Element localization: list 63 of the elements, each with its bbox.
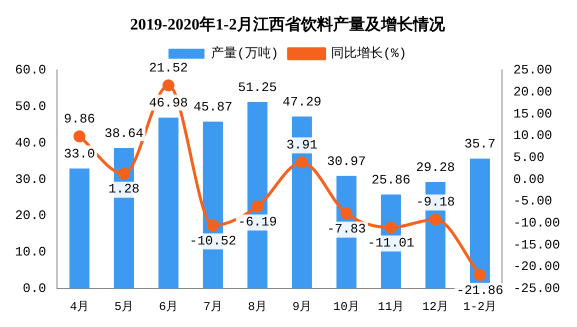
point (296, 156, 308, 168)
y2-tick-label: -15.00 (513, 237, 560, 252)
data-label: 21.52 (148, 60, 188, 76)
data-label: 35.7 (464, 136, 496, 152)
y-tick-label: 40.0 (14, 135, 46, 150)
data-label: 1.28 (108, 182, 140, 197)
y2-tick-label: 0.00 (513, 172, 544, 187)
chart-title: 2019-2020年1-2月江西省饮料产量及增长情况 (130, 16, 446, 34)
data-label: 33.0 (64, 146, 96, 162)
data-label: -7.83 (326, 222, 366, 237)
data-label: 30.97 (326, 154, 366, 169)
y2-tick-label: 15.00 (513, 106, 552, 122)
point (206, 219, 219, 232)
y2-tick-label: 5.00 (513, 150, 544, 165)
legend-label: 同比增长(%) (331, 46, 407, 62)
data-label: 47.29 (282, 94, 322, 110)
y2-tick-label: -25.00 (513, 281, 560, 296)
x-tick-label: 4月 (70, 300, 90, 314)
point (384, 221, 397, 234)
point (474, 268, 486, 281)
legend-label: 产量(万吨) (210, 46, 279, 62)
point (251, 200, 264, 212)
y-tick-label: 30.0 (14, 172, 46, 187)
x-tick-label: 11月 (378, 300, 404, 314)
y2-tick-label: -10.00 (513, 216, 560, 231)
x-tick-label: 7月 (203, 300, 223, 314)
data-label: 51.25 (238, 80, 277, 95)
bar (69, 168, 90, 289)
y2-tick-label: -5.00 (513, 194, 552, 209)
x-tick-label: 5月 (114, 300, 134, 314)
data-label: -9.18 (416, 194, 455, 210)
y-tick-label: 20.0 (14, 208, 46, 224)
x-tick-label: 8月 (248, 300, 268, 314)
y-tick-label: 0.0 (22, 281, 46, 296)
data-label: 25.86 (371, 172, 410, 188)
data-label: 29.28 (416, 160, 455, 175)
point (73, 130, 86, 142)
x-tick-label: 12月 (422, 300, 449, 314)
point (429, 214, 442, 226)
data-label: -11.01 (368, 235, 415, 250)
data-label: 9.86 (64, 111, 96, 126)
x-tick-label: 1-2月 (463, 300, 497, 314)
point (340, 208, 352, 220)
data-label: 3.91 (286, 137, 318, 152)
data-label: -6.19 (238, 214, 277, 230)
y-tick-label: 10.0 (14, 244, 46, 260)
data-label: -10.52 (190, 233, 236, 248)
x-tick-label: 6月 (158, 300, 178, 314)
x-tick-label: 10月 (333, 300, 360, 314)
data-label: 38.64 (104, 126, 144, 141)
y-tick-label: 50.0 (14, 99, 46, 114)
y2-tick-label: -20.00 (513, 259, 560, 274)
y2-tick-label: 20.00 (513, 84, 552, 100)
x-tick-label: 9月 (292, 300, 312, 314)
y2-tick-label: 25.00 (513, 62, 552, 78)
y2-tick-label: 10.00 (513, 128, 552, 144)
point (162, 79, 174, 92)
bar (158, 118, 178, 289)
data-label: 46.98 (148, 96, 188, 111)
y-tick-label: 60.0 (14, 62, 46, 78)
data-label: -21.86 (456, 282, 504, 298)
point (118, 168, 130, 180)
data-label: 45.87 (193, 100, 232, 115)
